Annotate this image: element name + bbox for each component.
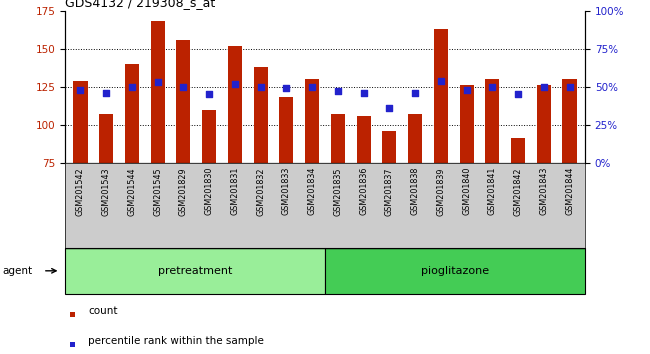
Point: [153, 79, 163, 85]
Bar: [70, 342, 75, 347]
Point: [384, 105, 395, 111]
Point: [513, 91, 523, 97]
Point: [127, 84, 137, 90]
Text: GSM201842: GSM201842: [514, 167, 523, 216]
Point: [281, 85, 292, 91]
Point: [101, 90, 111, 96]
Text: GSM201543: GSM201543: [101, 167, 111, 216]
Text: GSM201829: GSM201829: [179, 167, 188, 216]
Bar: [331, 114, 345, 163]
Point: [358, 90, 369, 96]
Text: agent: agent: [2, 266, 32, 276]
Bar: [537, 85, 551, 163]
Bar: [460, 85, 474, 163]
Point: [255, 84, 266, 90]
Bar: [434, 29, 448, 163]
Point: [410, 90, 421, 96]
Text: percentile rank within the sample: percentile rank within the sample: [88, 336, 265, 346]
Point: [436, 78, 446, 84]
Bar: [562, 79, 577, 163]
Text: GSM201841: GSM201841: [488, 167, 497, 216]
Text: GSM201830: GSM201830: [205, 167, 214, 216]
Text: count: count: [88, 306, 118, 316]
Point: [229, 81, 240, 86]
Bar: [280, 97, 293, 163]
Text: GSM201838: GSM201838: [411, 167, 420, 216]
Bar: [325, 248, 585, 294]
Point: [462, 87, 472, 93]
Bar: [227, 46, 242, 163]
Bar: [99, 114, 113, 163]
Bar: [305, 79, 319, 163]
Text: GSM201832: GSM201832: [256, 167, 265, 216]
Bar: [486, 79, 499, 163]
Point: [307, 84, 317, 90]
Point: [564, 84, 575, 90]
Text: GSM201840: GSM201840: [462, 167, 471, 216]
Point: [204, 91, 214, 97]
Text: GSM201843: GSM201843: [540, 167, 549, 216]
Text: GSM201844: GSM201844: [565, 167, 574, 216]
Text: GSM201837: GSM201837: [385, 167, 394, 216]
Bar: [382, 131, 396, 163]
Bar: [151, 21, 164, 163]
Bar: [408, 114, 422, 163]
Bar: [70, 312, 75, 317]
Bar: [511, 138, 525, 163]
Text: GSM201839: GSM201839: [436, 167, 445, 216]
Text: pretreatment: pretreatment: [158, 266, 232, 276]
Point: [333, 88, 343, 94]
Point: [178, 84, 188, 90]
Bar: [254, 67, 268, 163]
Text: GSM201545: GSM201545: [153, 167, 162, 216]
Bar: [125, 64, 139, 163]
Text: GSM201542: GSM201542: [76, 167, 85, 216]
Text: GSM201836: GSM201836: [359, 167, 368, 216]
Text: pioglitazone: pioglitazone: [421, 266, 489, 276]
Point: [487, 84, 497, 90]
Point: [75, 87, 86, 93]
Bar: [202, 110, 216, 163]
Bar: [357, 116, 370, 163]
Bar: [176, 40, 190, 163]
Text: GDS4132 / 219308_s_at: GDS4132 / 219308_s_at: [65, 0, 215, 10]
Text: GSM201834: GSM201834: [307, 167, 317, 216]
Point: [539, 84, 549, 90]
Text: GSM201833: GSM201833: [282, 167, 291, 216]
Text: GSM201835: GSM201835: [333, 167, 343, 216]
Text: GSM201831: GSM201831: [230, 167, 239, 216]
Bar: [65, 248, 325, 294]
Text: GSM201544: GSM201544: [127, 167, 136, 216]
Bar: [73, 81, 88, 163]
